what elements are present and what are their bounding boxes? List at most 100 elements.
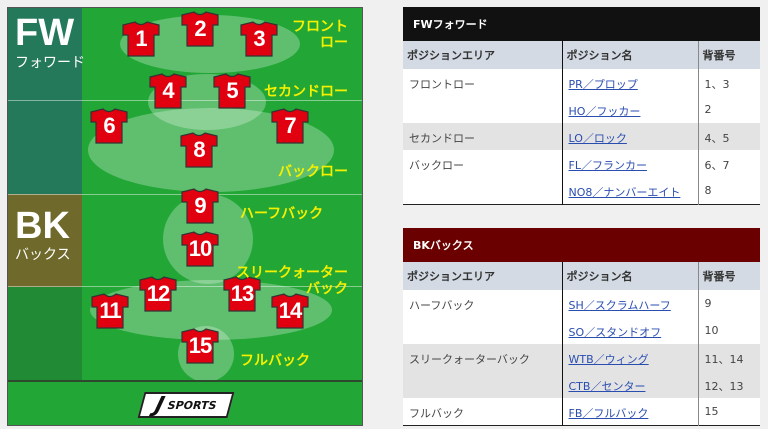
area-cell: バックロー — [403, 150, 563, 177]
area-cell — [403, 371, 563, 398]
jersey-icon — [139, 276, 177, 312]
position-cell: HO／フッカー — [562, 96, 699, 123]
jersey-icon — [181, 328, 219, 364]
fw-panel — [8, 8, 82, 194]
label-back-row: バックロー — [278, 164, 348, 180]
table-row: HO／フッカー 2 — [403, 96, 760, 123]
fw-title: FW — [15, 12, 75, 54]
number-cell: 4、5 — [698, 123, 760, 150]
label-full-back: フルバック — [240, 353, 310, 369]
col-area: ポジションエリア — [403, 41, 563, 69]
position-link[interactable]: HO／フッカー — [568, 105, 641, 118]
number-cell: 8 — [704, 184, 712, 197]
bk-panel — [8, 194, 82, 287]
table-row: フロントロー PR／プロップ 1、3 — [403, 69, 760, 96]
position-cell: SO／スタンドオフ — [562, 317, 699, 344]
col-number: 背番号 — [698, 41, 760, 69]
bk-subtitle: バックス — [15, 247, 71, 263]
jersey-2: 2 — [181, 11, 219, 47]
position-link[interactable]: PR／プロップ — [568, 78, 638, 91]
table-row: ハーフバック SH／スクラムハーフ 9 — [403, 290, 760, 317]
bk-table-title: BKバックス — [403, 228, 760, 262]
jersey-icon — [240, 21, 278, 57]
jersey-icon — [149, 73, 187, 109]
position-link[interactable]: NO8／ナンバーエイト — [568, 186, 681, 199]
jersey-7: 7 — [271, 108, 309, 144]
area-cell: フルバック — [403, 398, 563, 425]
table-row: SO／スタンドオフ 10 — [403, 317, 760, 344]
position-link[interactable]: CTB／センター — [568, 380, 646, 393]
bk-title: BK — [15, 205, 70, 247]
position-link[interactable]: FB／フルバック — [568, 407, 649, 420]
jersey-icon — [91, 293, 129, 329]
col-position: ポジション名 — [562, 41, 699, 69]
jersey-6: 6 — [90, 108, 128, 144]
position-link[interactable]: WTB／ウィング — [568, 353, 649, 366]
logo-band: J SPORTS — [8, 380, 362, 425]
jersey-icon — [181, 11, 219, 47]
area-cell — [403, 96, 563, 123]
jersey-12: 12 — [139, 276, 177, 312]
table-row: セカンドロー LO／ロック 4、5 — [403, 123, 760, 150]
area-cell — [403, 317, 563, 344]
jersey-icon — [213, 73, 251, 109]
jersey-10: 10 — [181, 231, 219, 267]
fw-subtitle: フォワード — [15, 55, 85, 71]
area-cell: セカンドロー — [403, 123, 563, 150]
jersey-icon — [271, 108, 309, 144]
number-cell: 15 — [704, 405, 719, 418]
position-cell: NO8／ナンバーエイト — [562, 177, 699, 204]
field-line — [8, 286, 362, 287]
jersey-14: 14 — [271, 293, 309, 329]
jersey-5: 5 — [213, 73, 251, 109]
table-row: スリークォーターバック WTB／ウィング 11、14 — [403, 344, 760, 371]
area-cell: スリークォーターバック — [403, 344, 563, 371]
table-row: フルバック FB／フルバック 15 — [403, 398, 760, 425]
number-cell: 1、3 — [704, 78, 730, 91]
col-number: 背番号 — [698, 262, 760, 290]
position-cell: FB／フルバック — [562, 398, 699, 425]
jersey-icon — [180, 132, 218, 168]
label-half-back: ハーフバック — [240, 206, 324, 222]
jersey-icon — [122, 21, 160, 57]
position-link[interactable]: SH／スクラムハーフ — [568, 299, 671, 312]
number-cell: 6、7 — [704, 159, 730, 172]
area-cell: ハーフバック — [403, 290, 563, 317]
jersey-icon — [271, 293, 309, 329]
number-cell: 12、13 — [698, 371, 760, 398]
position-cell: FL／フランカー — [562, 150, 699, 177]
area-cell — [403, 177, 563, 204]
col-area: ポジションエリア — [403, 262, 563, 290]
position-link[interactable]: FL／フランカー — [568, 159, 647, 172]
position-cell: LO／ロック — [562, 123, 699, 150]
jersey-icon — [181, 188, 219, 224]
bk-panel-lower — [8, 287, 82, 380]
position-link[interactable]: LO／ロック — [568, 132, 627, 145]
label-front-row: フロント ロー — [292, 19, 348, 51]
jersey-4: 4 — [149, 73, 187, 109]
jersey-8: 8 — [180, 132, 218, 168]
jersey-icon — [223, 276, 261, 312]
jersey-icon — [90, 108, 128, 144]
jersey-9: 9 — [181, 188, 219, 224]
field-line — [8, 100, 362, 101]
label-second-row: セカンドロー — [264, 84, 348, 100]
jersey-icon — [181, 231, 219, 267]
position-link[interactable]: SO／スタンドオフ — [568, 326, 662, 339]
jersey-3: 3 — [240, 21, 278, 57]
number-cell: 11、14 — [698, 344, 760, 371]
position-cell: PR／プロップ — [562, 69, 699, 96]
area-cell: フロントロー — [403, 69, 563, 96]
jersey-11: 11 — [91, 293, 129, 329]
col-position: ポジション名 — [562, 262, 699, 290]
table-row: CTB／センター 12、13 — [403, 371, 760, 398]
label-three-quarter: スリークォーター バック — [236, 265, 348, 297]
position-cell: WTB／ウィング — [562, 344, 699, 371]
position-cell: SH／スクラムハーフ — [562, 290, 699, 317]
jersey-1: 1 — [122, 21, 160, 57]
fw-table-title: FWフォワード — [403, 7, 760, 41]
formation-diagram: FW フォワード BK バックス 1 2 3 4 5 6 7 8 9 10 11 12 13 14 15 フ… — [7, 7, 363, 426]
number-cell: 9 — [704, 297, 712, 310]
position-cell: CTB／センター — [562, 371, 699, 398]
jsports-logo: J SPORTS — [137, 392, 235, 418]
